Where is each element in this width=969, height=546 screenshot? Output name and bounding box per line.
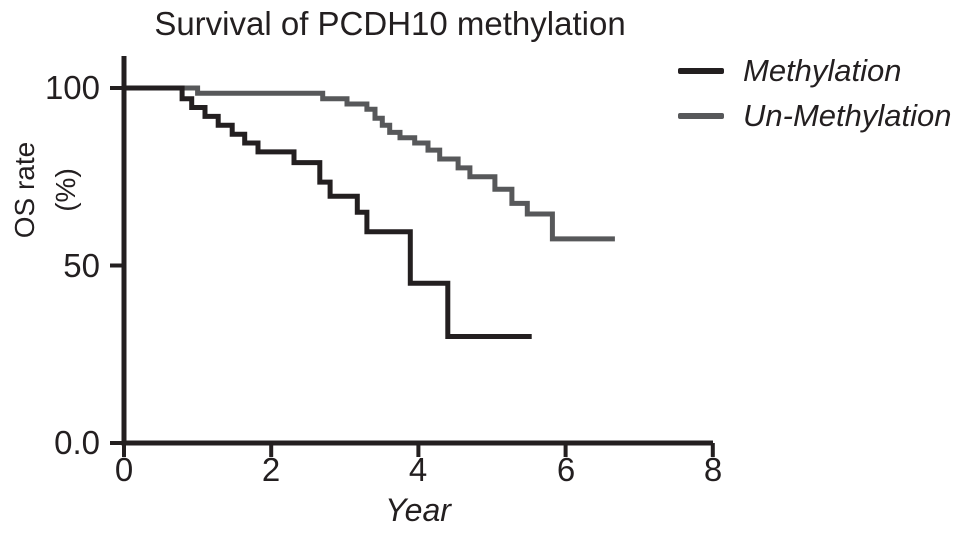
x-tick-label-8: 8 bbox=[703, 451, 723, 488]
legend-label-methylation: Methylation bbox=[743, 52, 902, 88]
legend-item-methylation: Methylation bbox=[678, 48, 951, 93]
unmethylation-curve bbox=[124, 85, 615, 242]
methylation-curve bbox=[124, 85, 532, 339]
x-axis-ticks bbox=[122, 443, 715, 457]
x-tick-label-0: 0 bbox=[114, 451, 134, 488]
chart-title: Survival of PCDH10 methylation bbox=[154, 5, 626, 42]
legend: Methylation Un-Methylation bbox=[678, 48, 951, 138]
x-tick-label-4: 4 bbox=[408, 451, 428, 488]
x-tick-label-2: 2 bbox=[261, 451, 281, 488]
y-tick-label-50: 50 bbox=[63, 247, 100, 284]
methylation-line-swatch bbox=[678, 67, 724, 74]
unmethylation-line-swatch bbox=[678, 112, 724, 119]
y-axis-ticks bbox=[110, 86, 124, 445]
y-tick-label-100: 100 bbox=[44, 69, 100, 106]
x-axis-title: Year bbox=[385, 492, 451, 528]
x-tick-label-6: 6 bbox=[556, 451, 576, 488]
y-tick-label-0: 0.0 bbox=[54, 424, 100, 461]
legend-label-unmethylation: Un-Methylation bbox=[743, 97, 952, 133]
legend-item-unmethylation: Un-Methylation bbox=[678, 93, 951, 138]
